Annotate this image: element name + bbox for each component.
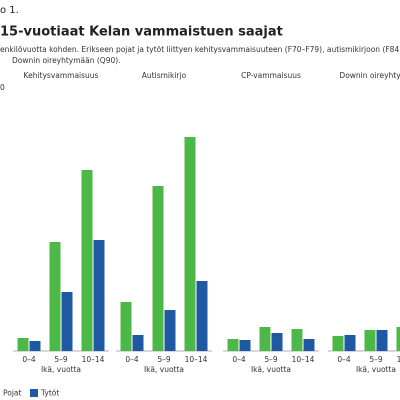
panel-title: CP-vammaisuus xyxy=(241,71,301,80)
x-tick-label: 10–14 xyxy=(185,355,208,364)
bar xyxy=(120,302,132,351)
x-tick-label: 10–14 xyxy=(82,355,105,364)
bar xyxy=(17,338,29,351)
chart-title: 15-vuotiaat Kelan vammaistuen saajat xyxy=(0,25,283,40)
legend-label: Pojat xyxy=(3,389,22,398)
bar xyxy=(93,240,105,351)
bar xyxy=(376,330,388,351)
bar xyxy=(184,137,196,351)
bar xyxy=(271,333,283,351)
x-tick-label: 5–9 xyxy=(54,355,68,364)
legend-label: Tytöt xyxy=(40,389,59,398)
bar xyxy=(239,340,251,351)
x-axis-label: Ikä, vuotta xyxy=(144,365,184,374)
bar xyxy=(81,170,93,351)
x-tick-label: 5–9 xyxy=(264,355,278,364)
x-axis-label: Ikä, vuotta xyxy=(41,365,81,374)
bar xyxy=(152,186,164,351)
bar xyxy=(364,330,376,351)
x-tick-label: 5–9 xyxy=(369,355,383,364)
x-tick-label: 0–4 xyxy=(337,355,351,364)
bar xyxy=(164,310,176,351)
bar xyxy=(344,335,356,351)
subtitle: enkilövuotta kohden. Erikseen pojat ja t… xyxy=(0,45,400,54)
x-tick-label: 0–4 xyxy=(232,355,246,364)
x-tick-label: 10–14 xyxy=(292,355,315,364)
figure-label: o 1. xyxy=(0,5,19,16)
bar xyxy=(29,341,41,351)
x-tick-label: 0–4 xyxy=(22,355,36,364)
bar xyxy=(303,339,315,351)
bar xyxy=(291,329,303,351)
panel-title: Kehitysvammaisuus xyxy=(24,71,99,80)
panel-title: Downin oireyhtymä xyxy=(339,71,400,80)
bar xyxy=(61,292,73,351)
x-tick-label: 0–4 xyxy=(125,355,139,364)
legend-swatch xyxy=(30,389,38,397)
x-tick-label: 10–14 xyxy=(397,355,400,364)
bar xyxy=(49,242,61,351)
x-tick-label: 5–9 xyxy=(157,355,171,364)
bar xyxy=(332,336,344,351)
bar xyxy=(259,327,271,351)
bar xyxy=(196,281,208,351)
bar xyxy=(227,339,239,351)
corner-label: 0 xyxy=(0,83,5,92)
x-axis-label: Ikä, vuotta xyxy=(356,365,396,374)
bar xyxy=(132,335,144,351)
subtitle: Downin oireyhtymään (Q90). xyxy=(12,56,121,65)
x-axis-label: Ikä, vuotta xyxy=(251,365,291,374)
bar xyxy=(396,327,400,351)
panel-title: Autismikirjo xyxy=(142,71,187,80)
